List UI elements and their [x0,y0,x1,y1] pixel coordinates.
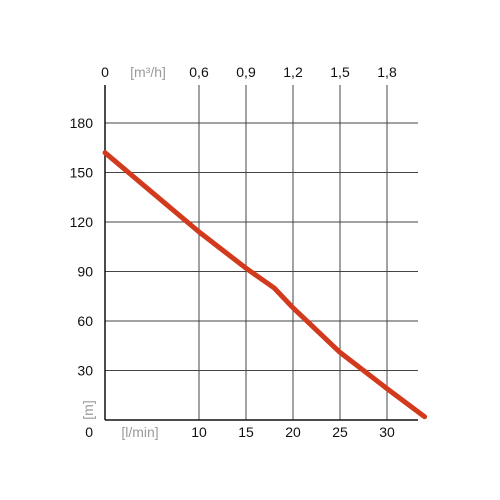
x-top-tick-label: 1,5 [330,64,350,80]
labels: 30 60 90 120 150 180 0 10 15 20 25 30 [l/min] 0 0,6 0,9… [70,64,397,440]
x-tick-label: 20 [285,424,301,440]
y-axis-unit-label: [m] [80,400,96,419]
y-tick-label: 60 [77,313,93,329]
x-tick-label: 30 [379,424,395,440]
x-top-tick-label: 1,2 [283,64,303,80]
y-tick-label: 90 [77,264,93,280]
grid [105,85,418,420]
axes [104,85,418,421]
x-tick-label: 25 [332,424,348,440]
x-tick-label: 0 [85,424,93,440]
x-top-tick-label: 0 [101,64,109,80]
x-tick-label: 15 [238,424,254,440]
x-axis-unit-label: [l/min] [121,424,158,440]
y-tick-label: 30 [77,363,93,379]
x-top-axis-unit-label: [m³/h] [130,64,166,80]
x-top-tick-label: 0,6 [189,64,209,80]
y-tick-label: 120 [70,214,94,230]
series-layer [102,150,428,420]
y-tick-label: 180 [70,115,94,131]
x-tick-label: 10 [191,424,207,440]
x-top-tick-label: 1,8 [377,64,397,80]
y-tick-label: 150 [70,165,94,181]
series-line [102,150,428,420]
x-top-tick-label: 0,9 [236,64,256,80]
